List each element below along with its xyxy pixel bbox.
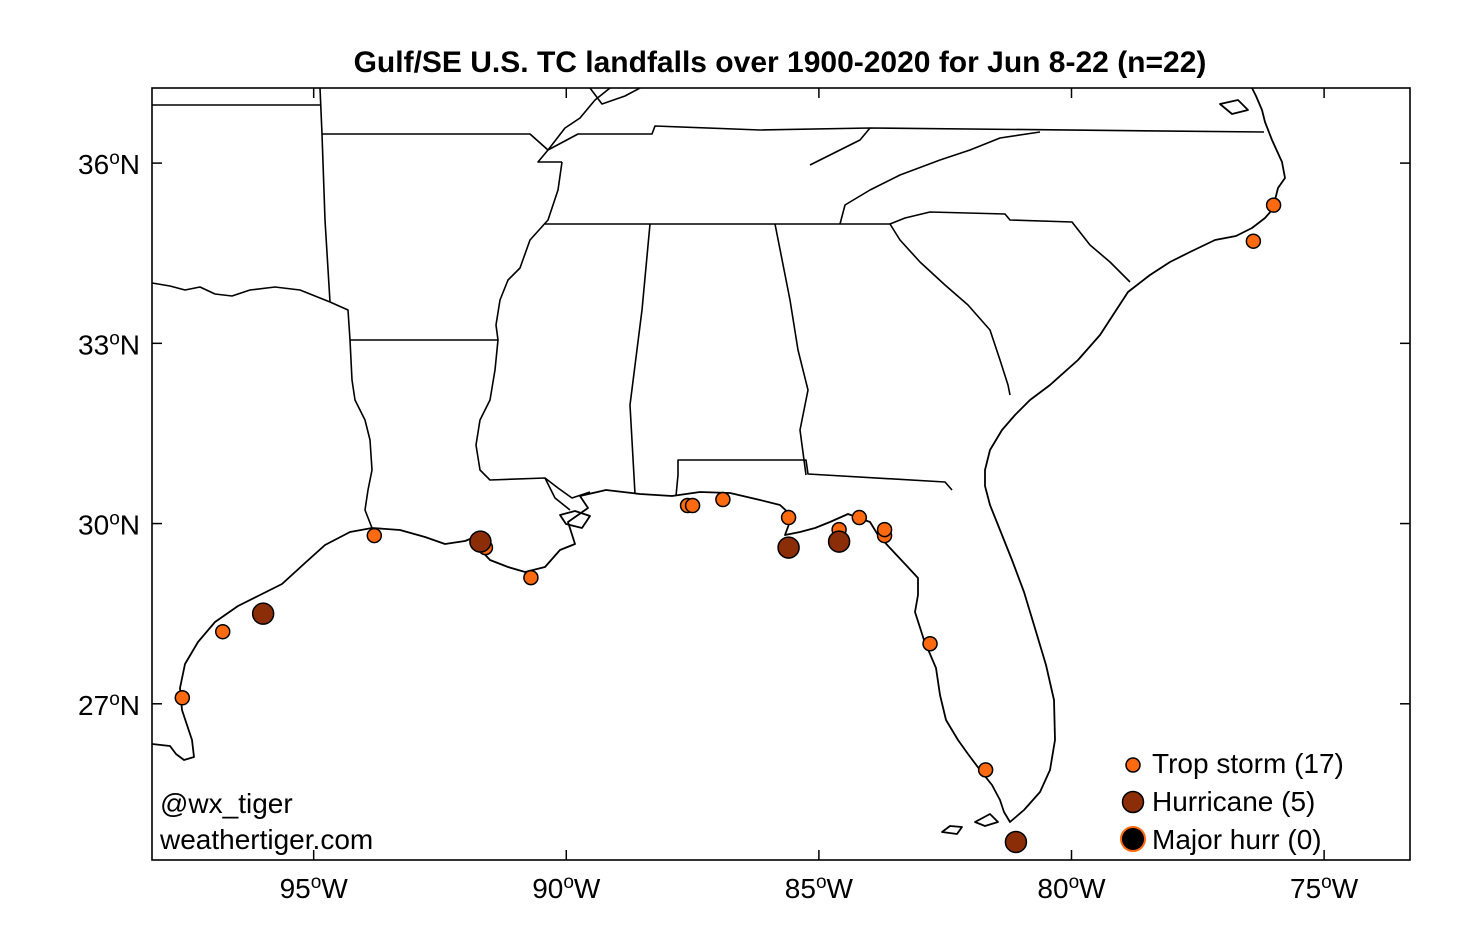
axis-tick-labels: 95oW 90oW 85oW 80oW 75oW 36oN 33oN 30oN 27oN	[78, 148, 1359, 904]
legend-label-major: Major hurr (0)	[1152, 824, 1322, 855]
lat-tick-label: 30oN	[78, 509, 140, 541]
lon-tick-label: 75oW	[1290, 872, 1359, 904]
lon-tick-label: 85oW	[785, 872, 854, 904]
lat-tick-label: 27oN	[78, 689, 140, 721]
landfall-marker-trop-storm	[366, 527, 383, 544]
landfall-marker-trop-storm	[174, 690, 191, 706]
legend-marker-trop-storm	[1125, 757, 1141, 773]
coastline	[151, 87, 1286, 835]
legend: Trop storm (17) Hurricane (5) Major hurr…	[1120, 748, 1344, 855]
lon-tick-label: 95oW	[280, 872, 349, 904]
map-title: Gulf/SE U.S. TC landfalls over 1900-2020…	[354, 46, 1207, 79]
graticule	[152, 88, 1410, 860]
landfall-marker-trop-storm	[1245, 233, 1262, 249]
landfall-marker-hurricane	[251, 602, 275, 625]
landfall-marker-trop-storm	[876, 521, 893, 538]
legend-marker-major	[1120, 826, 1146, 852]
lat-tick-label: 33oN	[78, 328, 140, 360]
landfall-marker-trop-storm	[214, 623, 231, 640]
lon-tick-label: 80oW	[1037, 872, 1106, 904]
landfall-marker-trop-storm	[780, 509, 797, 526]
landfall-marker-hurricane	[1004, 830, 1028, 854]
map-frame: 95oW 90oW 85oW 80oW 75oW 36oN 33oN 30oN 27oN	[78, 87, 1411, 904]
landfall-marker-trop-storm	[1265, 197, 1282, 213]
credit-handle: @wx_tiger	[160, 788, 293, 819]
landfall-marker-trop-storm	[715, 491, 731, 508]
landfall-marker-trop-storm	[922, 635, 938, 652]
legend-label-hurricane: Hurricane (5)	[1152, 786, 1315, 817]
state-borders	[151, 87, 1265, 529]
legend-marker-hurricane	[1121, 790, 1145, 814]
landfall-marker-hurricane	[777, 536, 800, 559]
landfall-marker-hurricane	[827, 530, 851, 553]
landfall-marker-trop-storm	[851, 509, 868, 526]
landfall-marker-hurricane	[469, 530, 492, 553]
credit-site: weathertiger.com	[159, 824, 373, 855]
landfall-marker-trop-storm	[523, 569, 539, 586]
landfall-marker-trop-storm	[684, 497, 701, 514]
landfall-markers	[174, 197, 1282, 854]
landfall-marker-trop-storm	[977, 762, 994, 778]
lon-tick-label: 90oW	[532, 872, 601, 904]
lat-tick-label: 36oN	[78, 148, 140, 180]
legend-label-trop-storm: Trop storm (17)	[1152, 748, 1344, 779]
